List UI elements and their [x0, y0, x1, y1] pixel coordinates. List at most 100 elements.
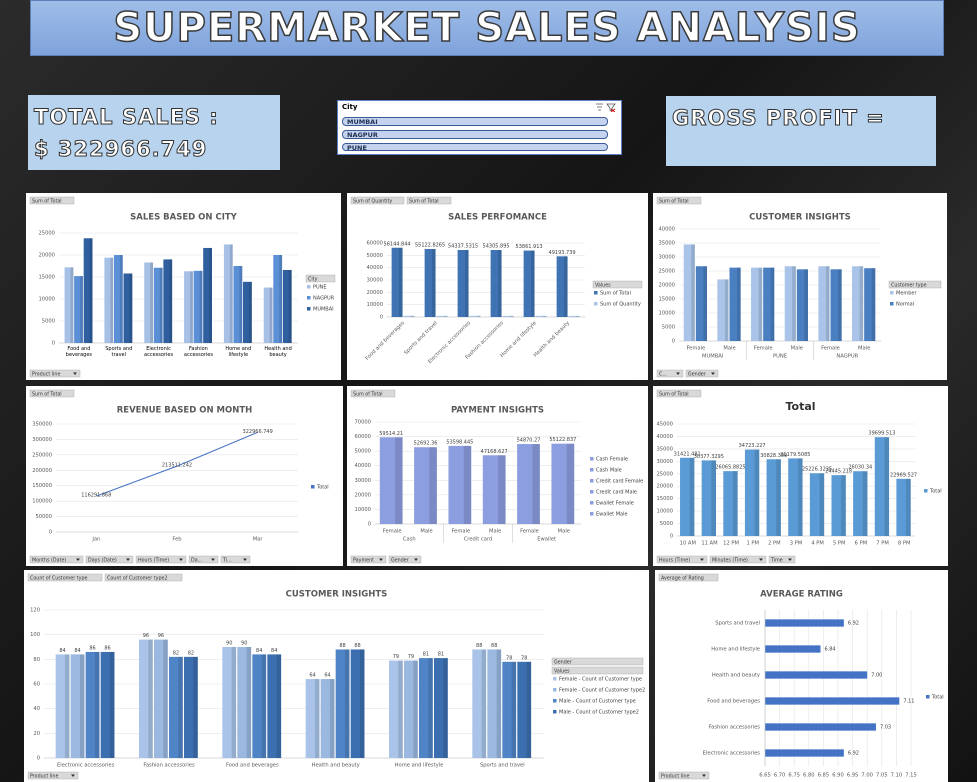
y-tick-label: Home and lifestyle	[711, 647, 760, 653]
bar	[104, 257, 114, 343]
bar	[831, 475, 846, 536]
bar	[414, 447, 437, 524]
x-tick-label: 5 PM	[833, 541, 846, 547]
data-label: 7.03	[880, 725, 891, 731]
field-button[interactable]	[85, 555, 134, 564]
field-button[interactable]	[709, 555, 767, 564]
bar-shade	[689, 457, 695, 536]
y-tick-label: 50000	[366, 253, 383, 259]
legend-swatch	[890, 291, 894, 295]
x-tick-label: Male	[723, 346, 735, 352]
field-button[interactable]	[656, 196, 702, 205]
slicer-item[interactable]: NAGPUR	[342, 130, 608, 139]
x-tick-label: 11 AM	[701, 541, 717, 547]
field-button[interactable]	[656, 369, 684, 378]
bar	[551, 443, 575, 524]
y-tick-label: 40000	[656, 434, 673, 440]
field-button[interactable]	[656, 555, 708, 564]
bar-shade	[428, 658, 433, 758]
group-label: Cash	[403, 537, 416, 543]
slicer-item[interactable]: PUNE	[342, 143, 608, 152]
field-button-label: Sum of Total	[32, 391, 62, 397]
x-tick-label: Home and lifestyle	[225, 346, 252, 358]
field-button[interactable]	[29, 555, 84, 564]
bar	[163, 259, 173, 343]
data-label: 7.00	[871, 673, 882, 679]
legend-label: Sum of Quantity	[600, 302, 641, 308]
legend-label: Female - Count of Customer type2	[559, 688, 645, 694]
bar-shade	[497, 250, 502, 317]
bar	[796, 269, 808, 341]
legend-header[interactable]	[551, 657, 644, 666]
field-button[interactable]	[29, 369, 81, 378]
bar-shade	[410, 315, 415, 317]
legend-header[interactable]	[888, 280, 942, 289]
x-tick-label: Male	[558, 529, 570, 535]
field-button[interactable]	[350, 196, 405, 205]
legend-label: Female - Count of Customer type	[559, 677, 642, 683]
field-button[interactable]	[768, 555, 796, 564]
x-tick-label: Female	[754, 346, 773, 352]
bar	[448, 445, 472, 524]
field-button[interactable]	[350, 555, 387, 564]
x-tick-label: Male	[420, 529, 432, 535]
field-button[interactable]	[685, 369, 719, 378]
slicer-title: City	[342, 103, 358, 111]
y-tick-label: Fashion accessories	[709, 725, 761, 731]
bar-shade	[862, 471, 868, 536]
chart-title: CUSTOMER INSIGHTS	[749, 213, 851, 223]
legend-swatch	[890, 302, 894, 306]
bar	[305, 679, 320, 758]
field-button[interactable]	[27, 771, 79, 780]
bar	[729, 267, 741, 341]
field-button[interactable]	[220, 555, 251, 564]
chart-title: SALES BASED ON CITY	[130, 213, 238, 223]
bar-shade	[906, 478, 911, 536]
field-button[interactable]	[656, 389, 702, 398]
legend-label: Ewallet Female	[596, 501, 634, 507]
bar	[243, 281, 252, 343]
field-button[interactable]	[29, 389, 75, 398]
data-label: 34723.227	[739, 443, 766, 449]
field-button[interactable]	[188, 555, 219, 564]
field-button-label: Months (Date)	[32, 557, 66, 563]
field-button[interactable]	[388, 555, 422, 564]
slicer-icons[interactable]	[594, 102, 618, 112]
y-tick-label: 300000	[32, 437, 52, 443]
field-button[interactable]	[658, 771, 710, 780]
legend-label: Normal	[896, 302, 914, 308]
legend-swatch	[590, 501, 594, 505]
data-label: 84	[74, 648, 80, 654]
bar-shade	[178, 656, 183, 758]
field-button-label: Product line	[661, 773, 689, 779]
field-button-label: Minutes (Time)	[712, 557, 748, 563]
field-button[interactable]	[406, 196, 452, 205]
bar	[765, 619, 844, 627]
field-button[interactable]	[135, 555, 187, 564]
bar-shade	[110, 257, 114, 343]
x-tick-label: Jan	[91, 537, 100, 543]
legend-header[interactable]	[305, 274, 336, 283]
field-button[interactable]	[658, 573, 719, 582]
data-label: 213511.242	[162, 463, 192, 469]
legend-swatch	[553, 677, 557, 681]
legend-label: Cash Female	[596, 457, 628, 463]
x-tick-label: Food and beverages	[226, 763, 279, 769]
data-label: 24445.218	[825, 469, 852, 475]
slicer-item[interactable]: MUMBAI	[342, 117, 608, 126]
data-label: 64	[324, 673, 330, 679]
legend-header[interactable]	[551, 666, 644, 675]
data-label: 116291.868	[81, 493, 111, 499]
bar	[193, 270, 203, 343]
field-button[interactable]	[350, 389, 396, 398]
bar	[482, 455, 506, 524]
chart-panel: SALES BASED ON CITY Sum of Total Product l…	[26, 193, 341, 380]
field-button[interactable]	[29, 196, 75, 205]
field-button[interactable]	[104, 573, 183, 582]
field-button[interactable]	[27, 573, 103, 582]
bar-shade	[884, 437, 890, 536]
dropdown-arrow	[711, 372, 715, 375]
y-tick-label: 0	[52, 341, 55, 347]
y-tick-label: 0	[37, 756, 40, 762]
legend-header[interactable]	[592, 280, 643, 289]
